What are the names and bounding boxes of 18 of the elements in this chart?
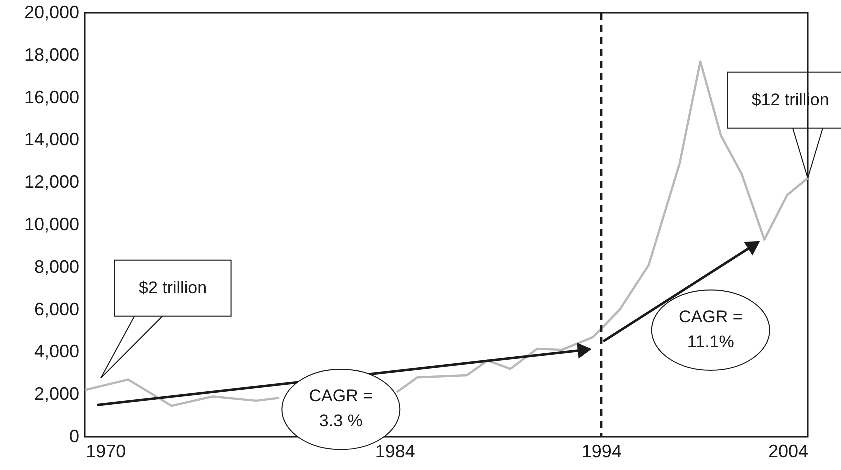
x-tick-label: 1970: [86, 442, 126, 462]
y-tick-label: 10,000: [24, 214, 80, 234]
y-tick-label: 18,000: [24, 44, 80, 65]
annotation: $2 trillion: [138, 278, 208, 298]
y-tick-label: 16,000: [24, 87, 80, 108]
y-tick-label: 14,000: [24, 130, 80, 150]
y-tick-label: 6,000: [34, 299, 80, 320]
annotation: CAGR = 11.1%: [679, 307, 743, 352]
y-tick-label: 8,000: [34, 256, 80, 277]
y-tick-label: 2,000: [34, 384, 80, 404]
y-tick-label: 20,000: [24, 2, 80, 22]
x-tick-label: 1984: [375, 442, 416, 462]
y-tick-label: 0: [69, 426, 80, 446]
x-tick-label: 2004: [768, 442, 808, 462]
y-tick-label: 12,000: [24, 172, 80, 192]
annotation: CAGR = 3.3 %: [309, 386, 374, 431]
y-tick-label: 4,000: [34, 342, 80, 362]
x-tick-label: 1994: [582, 442, 622, 462]
